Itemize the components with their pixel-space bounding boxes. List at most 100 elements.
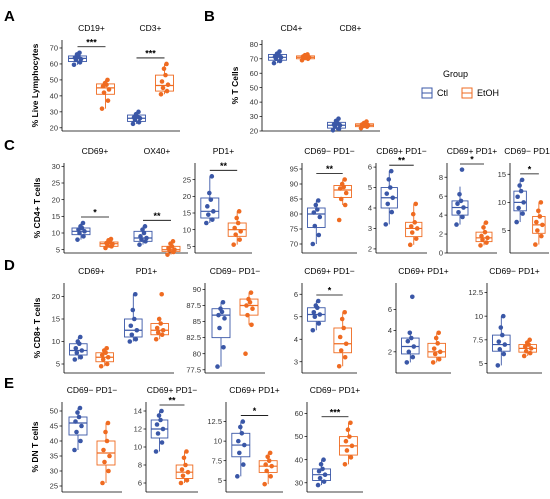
y-tick-label: 3 (368, 224, 372, 233)
chart-13: 5 7.5 10 12.5 CD69− PD1+ (468, 266, 542, 374)
chart-11: 3 4 5 6 CD69+ PD1− * (294, 266, 357, 374)
significance-label: *** (145, 48, 156, 58)
data-point (164, 61, 169, 67)
data-point (497, 347, 503, 352)
data-point (315, 207, 320, 212)
y-tick-label: 5 (368, 183, 372, 192)
data-point (245, 312, 250, 318)
data-point (170, 239, 176, 244)
data-point (321, 457, 326, 462)
y-tick-label: 30 (250, 112, 258, 121)
y-tick-label: 6 (294, 290, 298, 299)
data-point (159, 408, 164, 414)
data-point (207, 190, 212, 196)
y-tick-label: 5 (218, 476, 222, 485)
data-point (389, 209, 395, 215)
box-ctl (307, 298, 326, 333)
data-point (410, 294, 415, 300)
data-point (155, 431, 161, 436)
box-ctl (71, 220, 91, 242)
data-point (460, 214, 465, 220)
data-point (133, 291, 138, 297)
data-point (495, 363, 501, 368)
data-point (136, 109, 141, 115)
box-etoh (99, 236, 119, 251)
data-point (457, 191, 462, 197)
data-point (220, 299, 226, 305)
data-point (364, 119, 369, 124)
data-point (336, 363, 342, 369)
data-point (386, 177, 392, 182)
data-point (72, 357, 78, 362)
data-point (436, 330, 442, 336)
chart-17: 30 40 50 60 CD69− PD1+ *** (295, 385, 363, 493)
subplot-title: CD8+ (340, 23, 362, 33)
data-point (107, 453, 112, 459)
y-tick-label: 50 (50, 407, 58, 416)
data-point (430, 360, 436, 365)
data-point (343, 190, 349, 196)
data-point (156, 413, 162, 418)
data-point (538, 200, 544, 205)
significance-label: ** (168, 396, 176, 406)
data-point (527, 337, 532, 343)
box-etoh (355, 119, 374, 131)
data-point (178, 480, 184, 486)
y-tick-label: 3 (294, 357, 298, 366)
data-point (483, 220, 489, 225)
panel-label-a: A (4, 8, 15, 25)
data-point (238, 424, 243, 430)
y-tick-label: 70 (290, 240, 298, 249)
data-point (128, 323, 134, 329)
box-ctl (380, 168, 398, 227)
data-point (345, 427, 351, 432)
box-ctl (327, 116, 346, 133)
data-point (237, 450, 242, 456)
data-point (501, 313, 506, 319)
data-point (413, 236, 419, 241)
data-point (163, 72, 168, 78)
panel-label-c: C (4, 137, 15, 154)
y-tick-label: 70 (50, 44, 58, 53)
data-point (235, 220, 241, 226)
data-point (437, 349, 443, 355)
significance-label: ** (220, 161, 228, 171)
legend-title: Group (443, 69, 468, 79)
data-point (249, 322, 254, 328)
data-point (103, 429, 108, 435)
chart-2: 20 30 40 50 60 70 80 % T Cells CD4+ CD8+ (230, 23, 380, 136)
data-point (411, 344, 417, 349)
y-tick-label: 20 (250, 127, 258, 136)
data-point (343, 438, 349, 444)
box-etoh (96, 420, 116, 486)
data-point (132, 316, 137, 322)
subplot-title: CD69− PD1+ (489, 266, 540, 276)
data-point (130, 307, 136, 313)
subplot-title: CD69+ PD1− (376, 146, 427, 156)
significance-label: * (470, 155, 474, 165)
data-point (99, 352, 105, 358)
chart-14: 25 30 35 40 45 50 % DN T cells CD69− PD1− (30, 385, 122, 493)
box-ctl (211, 299, 231, 369)
chart-15: 6 8 10 12 14 CD69+ PD1−** (134, 385, 198, 493)
chart-12: 2 4 6 CD69+ PD1+ (388, 266, 451, 374)
data-point (534, 219, 539, 225)
data-point (154, 325, 160, 331)
data-point (78, 56, 84, 62)
data-point (140, 227, 145, 232)
box-etoh (405, 201, 423, 248)
data-point (165, 82, 171, 88)
data-point (156, 316, 162, 322)
y-tick-label: 87.5 (186, 301, 201, 310)
data-point (81, 234, 86, 239)
y-tick-label: 4 (294, 335, 298, 344)
significance-label: * (328, 286, 332, 296)
y-tick-label: 12.5 (468, 288, 483, 297)
data-point (315, 482, 321, 488)
data-point (498, 325, 504, 330)
significance-label: * (528, 164, 532, 174)
y-tick-label: 7.5 (212, 456, 222, 465)
y-tick-label: 40 (50, 437, 58, 446)
data-point (310, 241, 316, 247)
